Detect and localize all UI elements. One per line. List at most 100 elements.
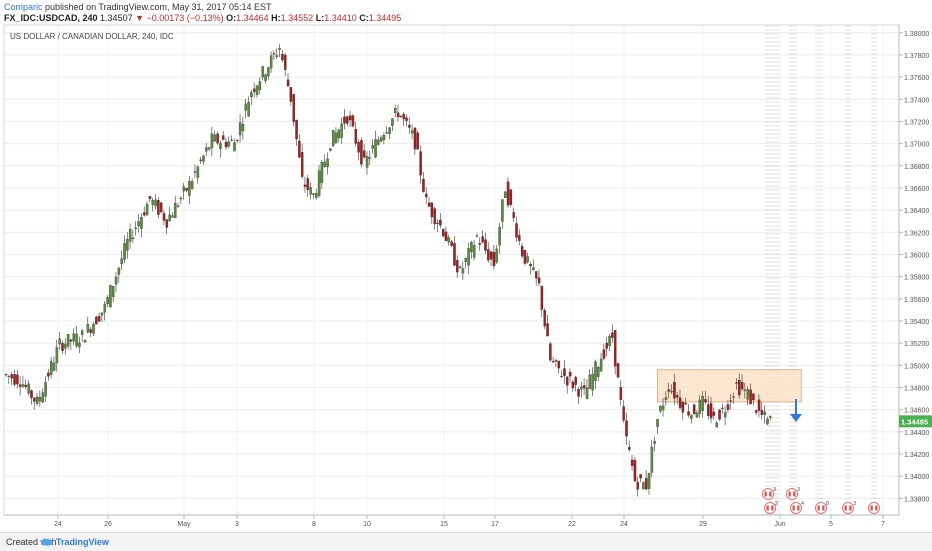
candle-body	[196, 166, 200, 178]
flag-event-icon[interactable]: 2	[764, 501, 779, 514]
candle-body	[78, 342, 81, 348]
candle-body	[317, 170, 321, 196]
candle-body	[210, 133, 214, 149]
author-link[interactable]: Comparic	[4, 2, 43, 12]
candle-body	[168, 214, 171, 222]
candle-body	[275, 55, 279, 57]
candle-body	[47, 372, 50, 377]
open-label: O:	[226, 13, 237, 23]
candle-body	[630, 459, 634, 466]
candle-body	[329, 148, 332, 151]
candle-body	[664, 397, 668, 400]
resistance-zone[interactable]	[657, 369, 802, 403]
time-tick-label: May	[177, 521, 191, 528]
event-count: 3	[853, 501, 856, 507]
candle-body	[763, 411, 766, 415]
candle-body	[351, 115, 355, 127]
candle-body	[157, 200, 160, 215]
candle-body	[458, 266, 462, 268]
candle-body	[83, 339, 87, 343]
candle-body	[492, 252, 496, 267]
candle-body	[549, 343, 552, 361]
flag-event-icon[interactable]: 3	[842, 501, 857, 514]
candle-body	[439, 219, 442, 226]
candle-body	[740, 382, 744, 390]
price-chart[interactable]: 1.38000 1.37800 1.37600 1.37400 1.37200 1.370…	[0, 0, 932, 532]
candle-body	[405, 117, 408, 121]
candle-body	[306, 178, 310, 191]
candle-body	[145, 203, 149, 216]
close-label: C:	[359, 13, 369, 23]
candle-body	[295, 119, 298, 140]
candle-body	[715, 422, 718, 428]
open-value: 1.34464	[236, 13, 269, 23]
candle-body	[676, 395, 679, 398]
price-tick-label: 1.34800	[904, 386, 929, 393]
candle-body	[746, 389, 750, 400]
time-tick-label: 24	[54, 521, 62, 528]
price-tick-label: 1.36600	[904, 186, 929, 193]
candle-body	[456, 260, 459, 273]
flag-event-icon[interactable]	[868, 502, 880, 514]
candle-body	[543, 309, 546, 327]
candle-body	[472, 245, 476, 258]
candle-body	[580, 386, 583, 390]
price-axis: 1.38000 1.37800 1.37600 1.37400 1.37200 1.370…	[899, 31, 929, 503]
candle-body	[193, 171, 197, 173]
candle-body	[498, 226, 501, 246]
candle-body	[554, 359, 558, 362]
candle-body	[749, 389, 752, 405]
price-tick-label: 1.33800	[904, 496, 929, 503]
candle-body	[735, 382, 738, 384]
price-tick-label: 1.38000	[904, 31, 929, 38]
candle-body	[92, 324, 95, 334]
flag-event-icon[interactable]: 3	[786, 487, 801, 500]
price-tick-label: 1.34200	[904, 452, 929, 459]
candle-body	[408, 124, 411, 128]
candle-body	[501, 199, 504, 222]
candle-body	[219, 143, 222, 149]
candle-body	[16, 374, 19, 385]
candle-body	[532, 267, 535, 270]
publish-header: Comparic published on TradingView.com, M…	[4, 2, 272, 12]
flag-event-icon[interactable]: 4	[790, 501, 805, 514]
candle-body	[588, 374, 592, 389]
candle-body	[174, 203, 177, 219]
candle-body	[503, 191, 507, 198]
time-tick-label: 26	[104, 521, 112, 528]
publish-info: published on TradingView.com, May 31, 20…	[45, 2, 272, 12]
low-value: 1.34410	[324, 13, 357, 23]
candle-body	[512, 212, 515, 218]
down-arrow-icon[interactable]	[790, 399, 802, 422]
candle-body	[331, 130, 335, 147]
flag-event-icon[interactable]: 8	[815, 501, 830, 514]
footer-bar: Created with TradingView	[0, 532, 932, 551]
flag-event-icon[interactable]: 3	[762, 487, 777, 500]
price-tick-label: 1.37200	[904, 119, 929, 126]
candle-body	[38, 397, 42, 402]
candle-body	[365, 156, 369, 168]
candle-body	[701, 396, 704, 411]
cloud-logo-icon	[41, 538, 53, 546]
chart-title: US DOLLAR / CANADIAN DOLLAR, 240, IDC	[10, 32, 174, 41]
price-tick-label: 1.34000	[904, 474, 929, 481]
candle-body	[709, 403, 713, 419]
candle-body	[58, 338, 61, 345]
tradingview-link[interactable]: TradingView	[56, 537, 109, 547]
candle-body	[360, 140, 363, 165]
price-tick-label: 1.37000	[904, 142, 929, 149]
candle-body	[653, 441, 656, 444]
candle-body	[148, 196, 152, 199]
candle-body	[723, 412, 727, 418]
candle-body	[199, 159, 202, 161]
candle-body	[537, 277, 541, 284]
time-tick-label: 10	[363, 521, 371, 528]
candle-body	[89, 329, 92, 333]
candle-body	[300, 152, 304, 177]
candle-body	[112, 286, 115, 298]
candle-body	[718, 409, 721, 420]
candle-body	[323, 161, 327, 167]
candle-body	[159, 202, 163, 213]
candle-body	[348, 115, 352, 121]
candle-body	[535, 271, 538, 279]
